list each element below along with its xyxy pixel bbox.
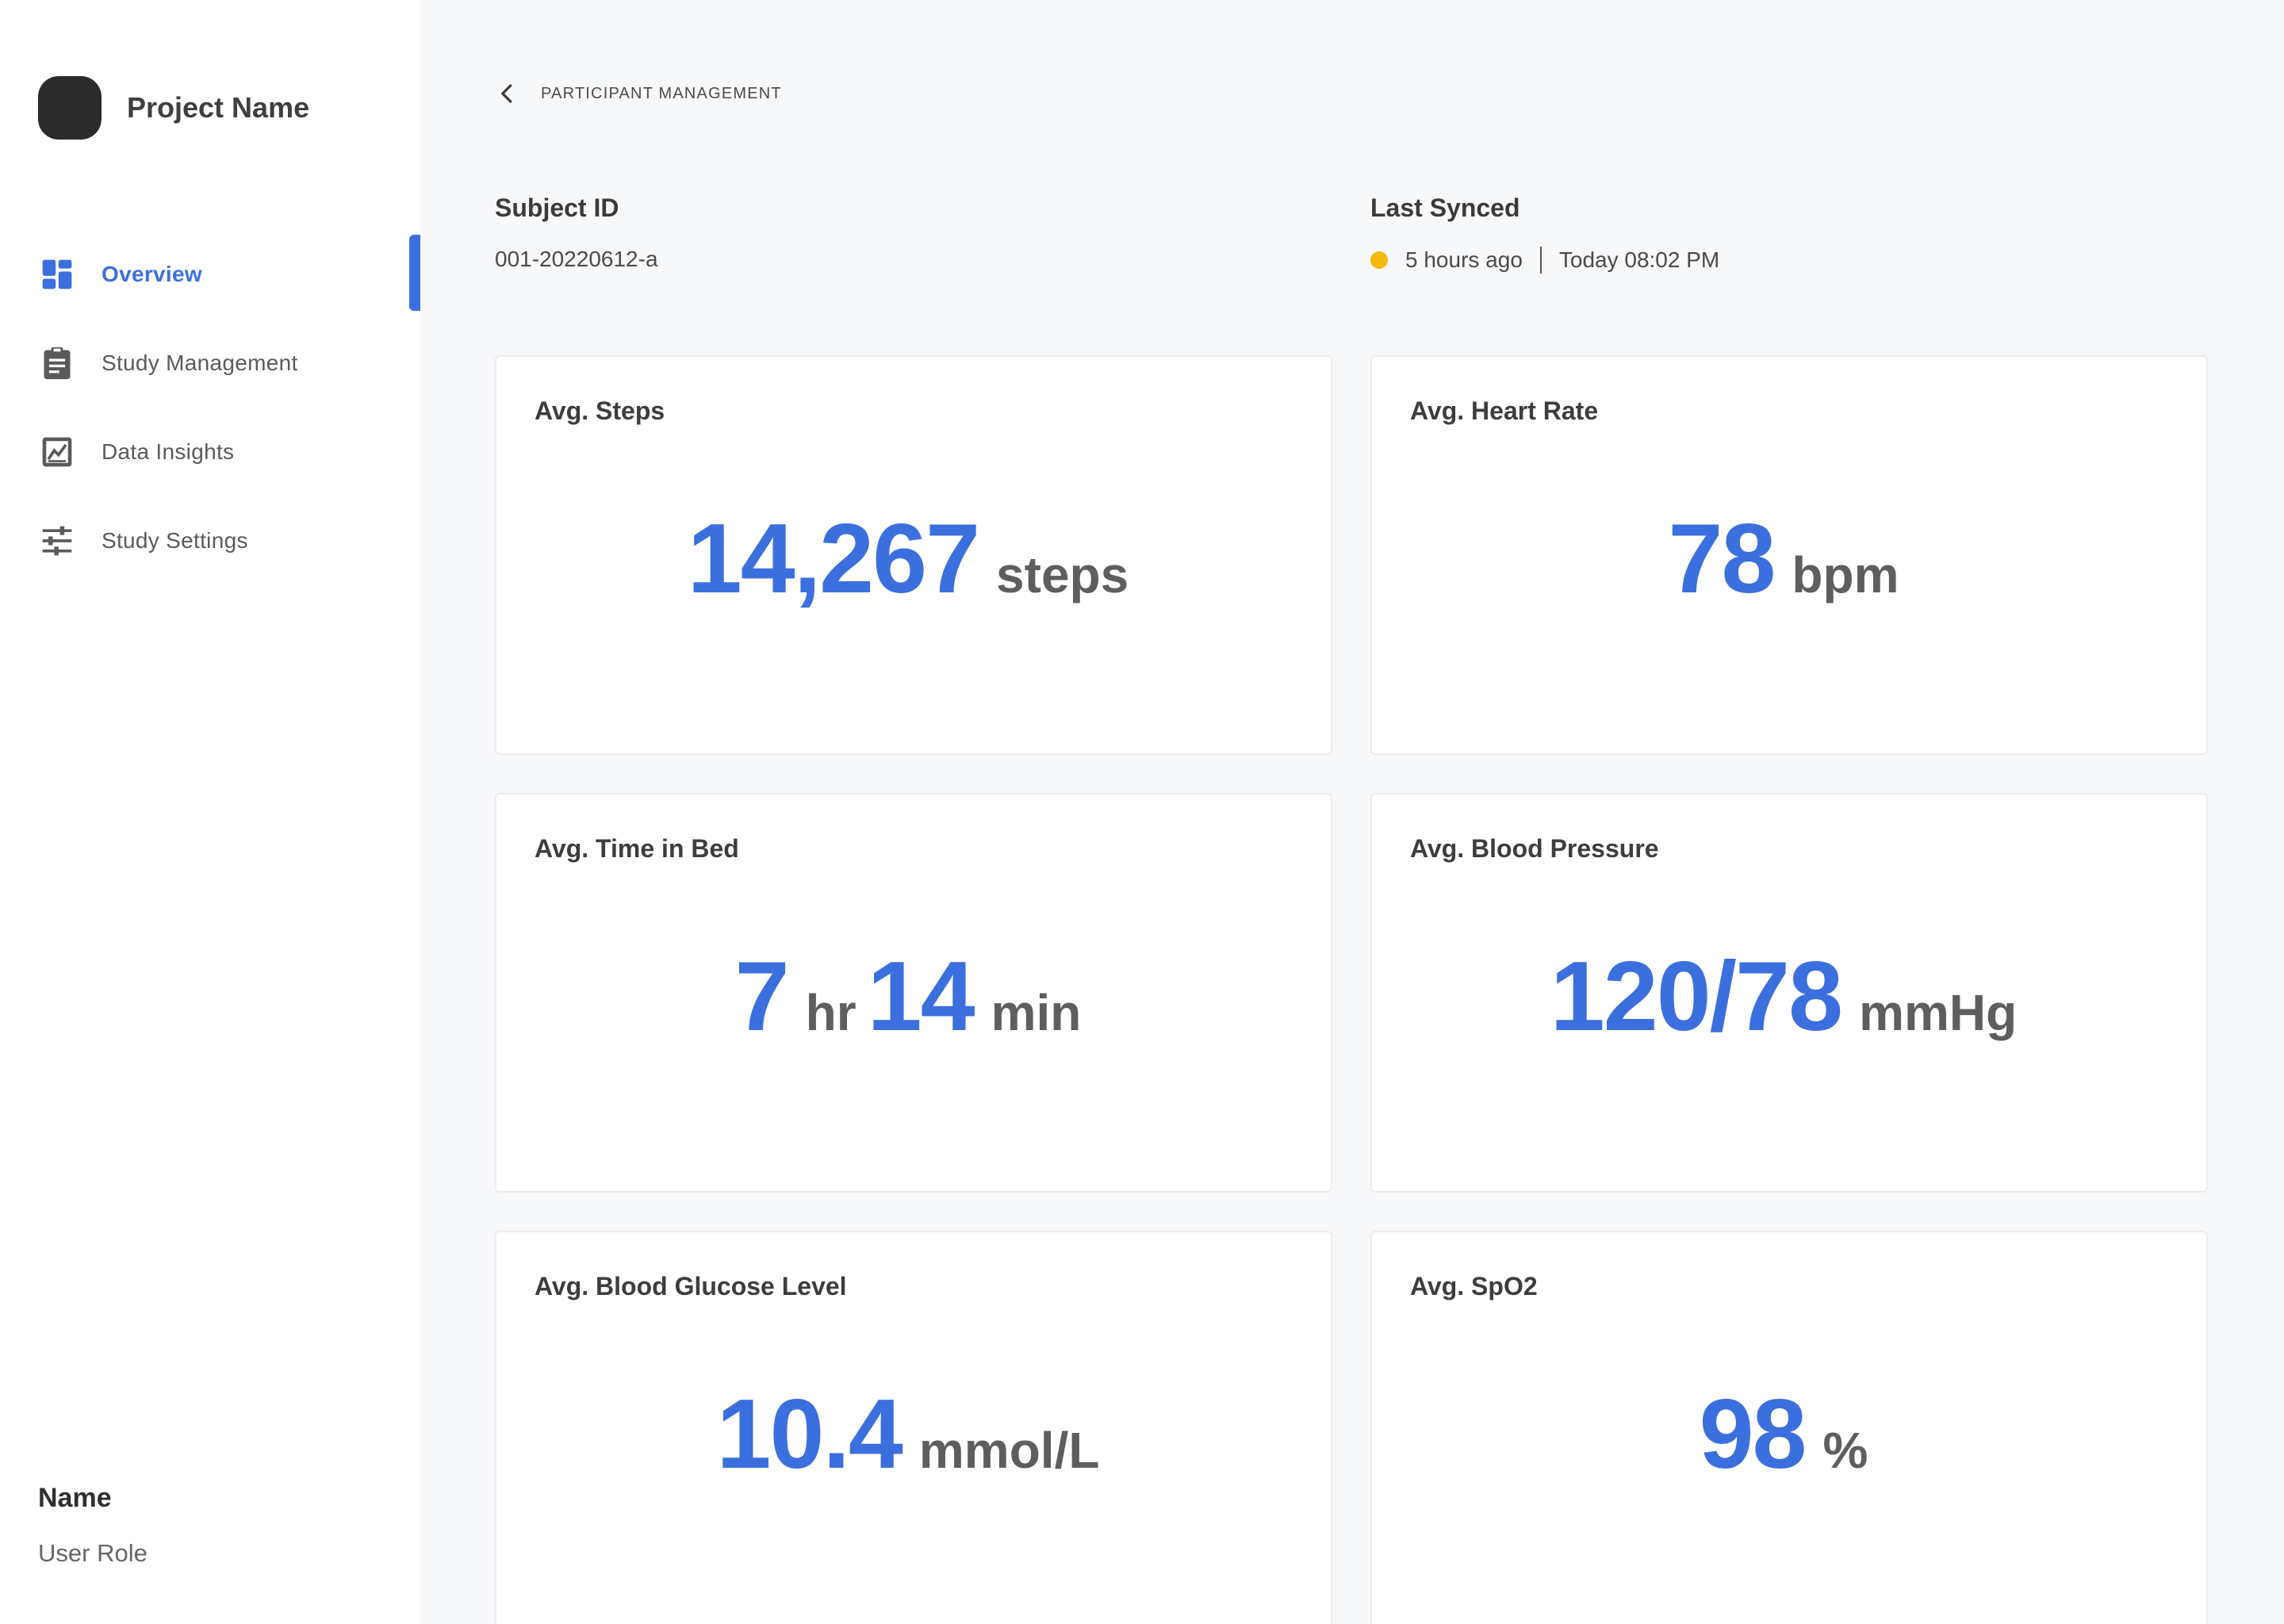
metric-number: 78 [1668, 504, 1776, 614]
last-synced-value: 5 hours ago Today 08:02 PM [1370, 247, 1719, 274]
sidebar-item-study-settings[interactable]: Study Settings [0, 496, 420, 585]
metric-card-spo2[interactable]: Avg. SpO2 98% [1370, 1231, 2208, 1624]
project-name: Project Name [127, 91, 310, 124]
card-value: 78 bpm [1372, 503, 2206, 615]
brand[interactable]: Project Name [38, 76, 309, 140]
sync-absolute-time: Today 08:02 PM [1558, 247, 1720, 272]
user-role: User Role [38, 1539, 148, 1567]
metric-number-hours: 7 [734, 942, 790, 1051]
sync-relative-time: 5 hours ago [1405, 247, 1523, 272]
card-title: Avg. Blood Pressure [1410, 834, 1659, 863]
project-logo [38, 76, 102, 140]
metric-card-steps[interactable]: Avg. Steps 14,267 steps [495, 355, 1332, 755]
sidebar-item-label: Overview [102, 262, 202, 286]
sidebar-item-label: Study Management [102, 350, 298, 375]
sidebar-item-label: Study Settings [102, 528, 248, 553]
metric-cards: Avg. Steps 14,267 steps Avg. Heart Rate 7… [495, 355, 2208, 1624]
sync-status-dot [1370, 251, 1388, 269]
card-value: 7 hr 14 min [496, 940, 1331, 1053]
metric-unit-minutes: min [991, 984, 1082, 1041]
clipboard-icon [38, 344, 76, 382]
sync-info: Last Synced 5 hours ago Today 08:02 PM [1370, 193, 1719, 274]
metric-unit: bpm [1792, 546, 1899, 603]
metric-unit: % [1822, 1422, 1868, 1479]
card-value: 120/78 mmHg [1372, 940, 2206, 1053]
chevron-left-icon[interactable] [493, 79, 522, 108]
card-value: 98% [1372, 1378, 2206, 1491]
metric-unit: steps [996, 546, 1129, 603]
metric-number: 14,267 [687, 504, 980, 614]
metric-number: 98 [1699, 1380, 1807, 1489]
card-title: Avg. Steps [535, 396, 665, 425]
chart-icon [38, 433, 76, 471]
sliders-icon [38, 522, 76, 560]
metric-card-blood-pressure[interactable]: Avg. Blood Pressure 120/78 mmHg [1370, 793, 2208, 1193]
card-title: Avg. Heart Rate [1410, 396, 1599, 425]
dashboard-icon [38, 255, 76, 293]
sidebar-item-overview[interactable]: Overview [0, 230, 420, 319]
sidebar-nav: Overview Study Management [0, 230, 420, 585]
metric-unit: mmHg [1859, 984, 2018, 1041]
user-profile[interactable]: Name User Role [38, 1483, 148, 1568]
sidebar: Project Name Overview [0, 0, 420, 1624]
subject-id-value: 001-20220612-a [495, 247, 658, 271]
card-value: 14,267 steps [496, 503, 1331, 615]
metric-unit: mmol/L [918, 1422, 1100, 1479]
user-name: Name [38, 1483, 112, 1513]
metric-number: 120/78 [1550, 942, 1843, 1051]
divider [1539, 247, 1542, 274]
metric-number: 10.4 [716, 1380, 903, 1489]
metric-card-heart-rate[interactable]: Avg. Heart Rate 78 bpm [1370, 355, 2208, 755]
metric-card-time-in-bed[interactable]: Avg. Time in Bed 7 hr 14 min [495, 793, 1332, 1193]
metric-number-minutes: 14 [867, 942, 975, 1051]
last-synced-label: Last Synced [1370, 193, 1520, 222]
card-title: Avg. Time in Bed [535, 834, 739, 863]
sidebar-item-data-insights[interactable]: Data Insights [0, 408, 420, 496]
main-content: PARTICIPANT MANAGEMENT Subject ID 001-20… [420, 0, 2284, 1624]
subject-info: Subject ID 001-20220612-a [495, 193, 658, 272]
sidebar-item-label: Data Insights [102, 439, 235, 464]
breadcrumb[interactable]: PARTICIPANT MANAGEMENT [493, 79, 782, 108]
card-title: Avg. Blood Glucose Level [535, 1272, 847, 1300]
subject-id-label: Subject ID [495, 193, 619, 222]
metric-unit-hours: hr [805, 984, 856, 1041]
sidebar-item-study-management[interactable]: Study Management [0, 319, 420, 408]
breadcrumb-label[interactable]: PARTICIPANT MANAGEMENT [541, 84, 782, 102]
card-value: 10.4 mmol/L [496, 1378, 1331, 1491]
card-title: Avg. SpO2 [1410, 1272, 1538, 1300]
metric-card-blood-glucose[interactable]: Avg. Blood Glucose Level 10.4 mmol/L [495, 1231, 1332, 1624]
active-indicator [409, 235, 420, 311]
